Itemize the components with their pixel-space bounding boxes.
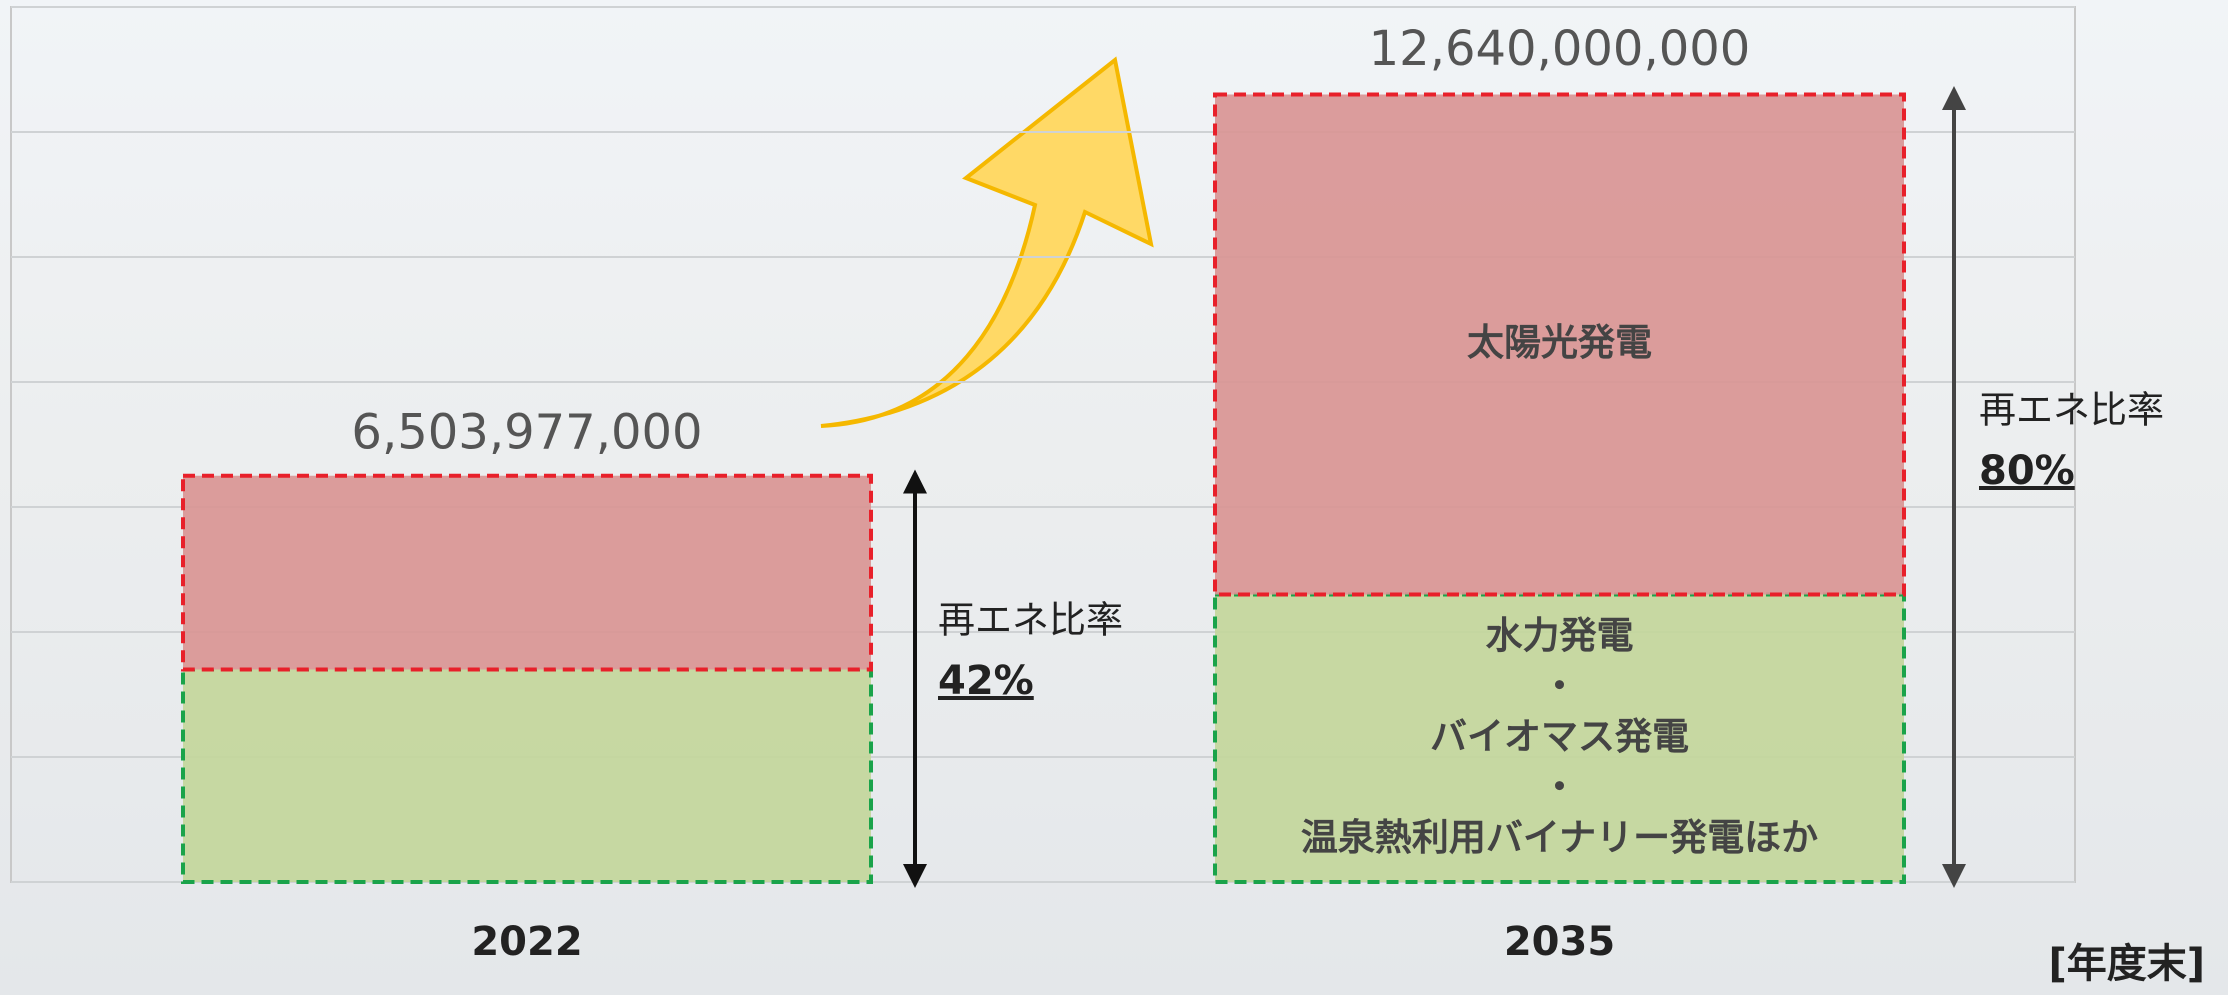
segment-label: 温泉熱利用バイナリー発電ほか [1301,816,1818,859]
x-tick-label: 2035 [1504,919,1615,965]
ratio-title: 再エネ比率 [938,599,1123,642]
segment-label: 水力発電 [1486,614,1634,657]
x-tick-label: 2022 [471,919,582,965]
bar-segment [183,476,871,670]
segment-label: 太陽光発電 [1467,321,1652,364]
ratio-value: 80% [1979,448,2075,494]
page: [年度末] 6,503,977,0002022再エネ比率42%水力発電・バイオマ… [0,0,2228,995]
chart: [年度末] 6,503,977,0002022再エネ比率42%水力発電・バイオマ… [0,0,2228,995]
segment-label: ・ [1541,664,1578,707]
bar-segment [183,670,871,883]
segment-label: バイオマス発電 [1430,715,1689,758]
ratio-title: 再エネ比率 [1979,389,2164,432]
total-label: 6,503,977,000 [351,405,702,461]
ratio-value: 42% [938,658,1034,704]
segment-label: ・ [1541,765,1578,808]
total-label: 12,640,000,000 [1369,21,1751,77]
unit-note: [年度末] [2048,941,2205,987]
